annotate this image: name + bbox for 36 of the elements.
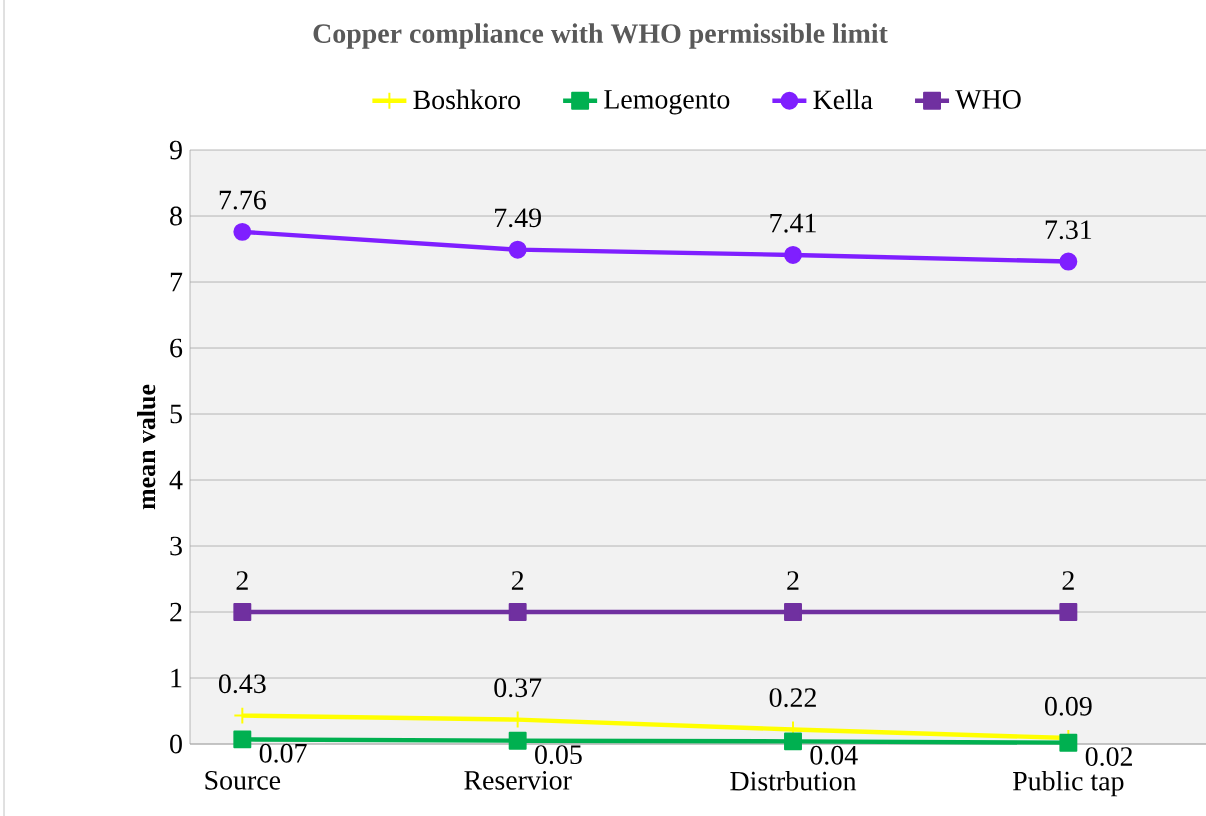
legend-label: Lemogento [604,90,730,115]
legend-label: Boshkoro [413,89,520,110]
y-tick-label: 4 [169,470,183,490]
data-label: 7.31 [1045,220,1092,240]
data-label: 2 [236,571,248,590]
y-tick-label: 1 [171,668,182,688]
data-label: 2 [511,571,524,590]
y-tick-label: 0 [170,734,182,754]
data-label: 2 [1062,571,1074,590]
y-tick-label: 9 [169,140,182,160]
y-tick-label: 8 [170,206,182,226]
legend-label: Kella [813,89,873,110]
data-label: 0.22 [769,688,816,708]
data-label: 0.07 [259,743,307,763]
y-tick-label: 7 [170,272,183,292]
y-tick-label: 6 [170,338,183,358]
y-axis-title: mean value [137,384,156,510]
x-tick-label: Public tap [1012,770,1124,797]
data-label: 0.02 [1085,747,1132,767]
y-tick-label: 5 [170,404,182,424]
x-tick-label: Source [205,770,281,790]
y-tick-label: 2 [170,602,182,622]
chart-title: Copper compliance with WHO permissible limit [313,23,888,49]
data-label: 0.09 [1045,696,1092,716]
y-tick-label: 3 [170,536,182,556]
x-tick-label: Reservior [464,770,572,790]
data-label: 7.76 [219,190,266,210]
x-tick-label: Distrbution [730,770,857,791]
data-label: 0.37 [494,678,542,698]
data-label: 7.49 [495,208,541,228]
data-label: 7.41 [770,213,816,233]
data-label: 0.04 [810,745,858,765]
data-label: 0.43 [218,674,266,694]
data-label: 0.05 [535,745,582,765]
legend-label: WHO [955,90,1021,109]
data-label: 2 [787,571,799,590]
